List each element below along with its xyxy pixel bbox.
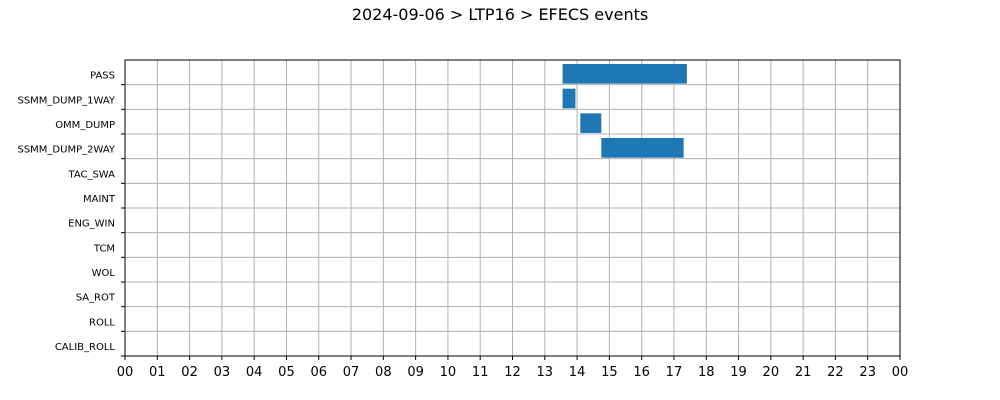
event-bar-ssmm-dump-1way: [562, 88, 576, 109]
x-tick-label: 22: [827, 365, 844, 380]
y-tick-label: ROLL: [89, 317, 115, 328]
y-tick-label: ENG_WIN: [68, 219, 115, 230]
x-tick-label: 00: [117, 365, 134, 380]
chart-title: 2024-09-06 > LTP16 > EFECS events: [351, 5, 649, 24]
x-tick-label: 03: [214, 365, 231, 380]
x-tick-label: 12: [504, 365, 521, 380]
y-tick-label: CALIB_ROLL: [55, 342, 116, 353]
x-tick-label: 11: [472, 365, 489, 380]
event-bar-omm-dump: [580, 113, 602, 133]
x-tick-label: 02: [181, 365, 198, 380]
event-bars: [562, 64, 687, 158]
x-tick-label: 18: [698, 365, 715, 380]
x-tick-label: 07: [343, 365, 360, 380]
y-axis: PASS SSMM_DUMP_1WAY OMM_DUMP SSMM_DUMP_2WAY…: [17, 71, 125, 357]
x-tick-label: 17: [666, 365, 683, 380]
y-tick-label: SSMM_DUMP_2WAY: [17, 145, 115, 156]
x-tick-label: 14: [569, 365, 586, 380]
grid: [124, 60, 901, 356]
x-tick-label: 23: [859, 365, 876, 380]
x-tick-label: 00: [892, 365, 909, 380]
y-tick-label: TCM: [93, 243, 115, 254]
y-tick-label: OMM_DUMP: [55, 120, 115, 131]
x-tick-label: 04: [246, 365, 263, 380]
x-tick-label: 15: [601, 365, 618, 380]
x-tick-label: 16: [633, 365, 650, 380]
x-tick-label: 09: [407, 365, 424, 380]
x-axis: 00 01 02 03 04 05 06 07 08 09 10 11 12 13 14 15 16 17 18 19…: [117, 356, 909, 380]
x-tick-label: 19: [730, 365, 747, 380]
x-tick-label: 20: [763, 365, 780, 380]
y-tick-label: PASS: [90, 71, 115, 82]
x-tick-label: 06: [310, 365, 327, 380]
x-tick-label: 01: [149, 365, 166, 380]
x-tick-label: 13: [537, 365, 554, 380]
x-tick-label: 05: [278, 365, 295, 380]
x-tick-label: 21: [795, 365, 812, 380]
y-tick-label: TAC_SWA: [67, 169, 115, 180]
y-tick-label: WOL: [92, 268, 116, 279]
y-tick-label: MAINT: [83, 194, 116, 205]
x-tick-label: 08: [375, 365, 392, 380]
x-tick-label: 10: [440, 365, 457, 380]
event-bar-ssmm-dump-2way: [601, 138, 684, 158]
y-tick-label: SA_ROT: [76, 293, 116, 304]
event-bar-pass: [562, 64, 687, 84]
y-tick-label: SSMM_DUMP_1WAY: [17, 95, 115, 106]
